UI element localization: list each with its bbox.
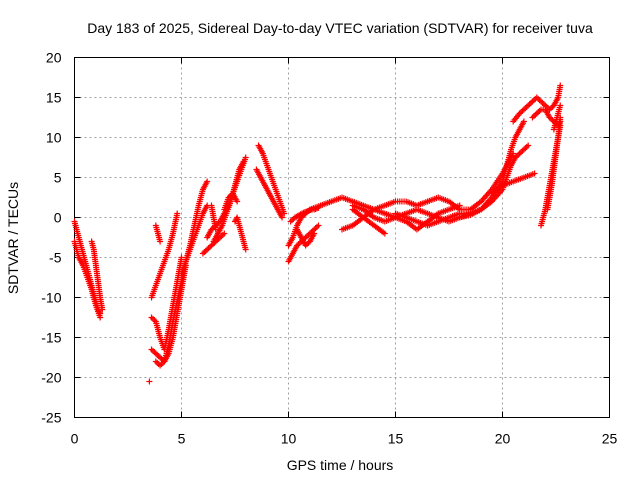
x-tick-label: 15	[388, 431, 404, 447]
series-arc-25	[349, 206, 388, 237]
data-point	[157, 238, 164, 245]
axis-ticks: 0 5 10 15 20 25 -25 -20 -15 -10 -5 0 5 10 15 20	[41, 50, 617, 447]
x-tick-label: 20	[495, 431, 511, 447]
series-arc-23	[339, 202, 463, 233]
series-arc-14	[232, 214, 249, 253]
y-tick-label: 10	[46, 130, 62, 146]
series-arc-16	[255, 142, 288, 217]
series-arc-34	[550, 102, 564, 133]
x-tick-label: 0	[71, 431, 79, 447]
x-tick-label: 5	[178, 431, 186, 447]
data-point	[99, 306, 106, 313]
y-tick-label: -10	[41, 290, 61, 306]
data-point	[557, 102, 564, 109]
series-arc-2	[71, 238, 104, 321]
series-arc-33	[544, 114, 564, 213]
data-point	[212, 226, 219, 233]
series-arc-13	[208, 202, 219, 233]
data-point	[240, 158, 247, 165]
y-tick-label: -5	[49, 250, 62, 266]
series-arc-9	[178, 202, 211, 277]
y-tick-label: 15	[46, 90, 62, 106]
y-tick-label: -15	[41, 330, 61, 346]
y-tick-label: -25	[41, 410, 61, 426]
series-arc-17	[253, 166, 286, 221]
y-tick-label: 0	[54, 210, 62, 226]
data-point	[381, 230, 388, 237]
data-point	[525, 142, 532, 149]
data-point	[204, 178, 211, 185]
y-tick-label: -20	[41, 370, 61, 386]
data-point	[279, 214, 286, 221]
series-arc-7	[148, 210, 181, 301]
series-arc-21	[294, 226, 318, 249]
data-point	[531, 170, 538, 177]
series-arc-27	[456, 118, 527, 221]
series-arc-3	[88, 238, 106, 313]
data-point	[520, 118, 527, 125]
y-tick-label: 20	[46, 50, 62, 66]
series-arc-18	[285, 222, 322, 265]
x-tick-label: 10	[281, 431, 297, 447]
data-point	[178, 254, 185, 261]
data-point	[315, 222, 322, 229]
data-points	[71, 82, 564, 385]
data-point	[242, 246, 249, 253]
data-point	[146, 378, 153, 385]
data-point	[174, 210, 181, 217]
data-point	[557, 82, 564, 89]
data-point	[221, 230, 228, 237]
series-isolated	[146, 378, 153, 385]
data-point	[456, 202, 463, 209]
series-arc-26	[392, 210, 474, 229]
data-point	[97, 314, 104, 321]
x-tick-label: 25	[602, 431, 618, 447]
series-arc-29	[488, 170, 538, 197]
grid	[74, 57, 610, 418]
plot-frame	[74, 57, 610, 418]
x-axis-label: GPS time / hours	[287, 457, 394, 473]
series-arc-30	[510, 82, 564, 125]
series-arc-15	[221, 190, 241, 213]
data-point	[311, 230, 318, 237]
y-tick-label: 5	[54, 170, 62, 186]
y-axis-label: SDTVAR / TECUs	[5, 182, 21, 294]
data-point	[242, 154, 249, 161]
chart-title: Day 183 of 2025, Sidereal Day-to-day VTE…	[87, 20, 593, 36]
series-arc-8	[152, 222, 164, 245]
data-point	[234, 198, 241, 205]
